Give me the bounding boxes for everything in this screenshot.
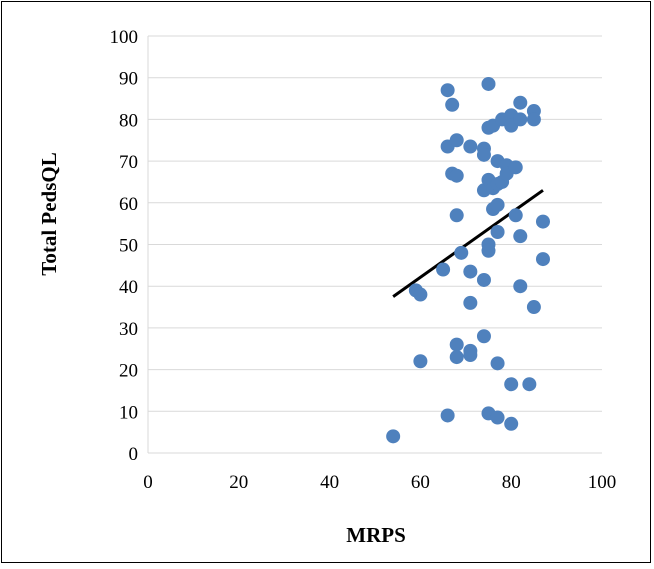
data-point-20 [463,348,478,363]
data-point-59 [535,214,550,229]
y-tick-label-10: 10 [119,402,138,423]
x-tick-labels: 0 20 40 60 80 100 [143,472,616,493]
data-point-13 [449,337,464,352]
data-point-4 [436,262,451,277]
data-point-5 [440,83,455,98]
y-tick-label-90: 90 [119,69,138,90]
x-tick-label-100: 100 [588,472,617,493]
x-tick-label-60: 60 [411,472,430,493]
y-tick-label-0: 0 [129,444,139,465]
data-point-18 [463,295,478,310]
data-point-26 [481,76,496,91]
data-point-49 [508,160,523,175]
data-point-11 [449,168,464,183]
data-point-24 [476,272,491,287]
data-point-0 [386,429,401,444]
data-point-39 [490,410,505,425]
data-point-38 [490,356,505,371]
x-tick-label-20: 20 [229,472,248,493]
data-point-3 [413,354,428,369]
gridlines [148,35,602,412]
trendline [392,189,544,298]
y-tick-label-30: 30 [119,319,138,340]
x-tick-label-80: 80 [502,472,521,493]
y-tick-label-100: 100 [110,27,139,48]
data-point-22 [476,147,491,162]
y-axis-title: Total PedsQL [37,152,61,276]
x-tick-label-0: 0 [143,472,153,493]
data-point-14 [449,350,464,365]
data-point-54 [513,279,528,294]
data-point-51 [513,95,528,110]
data-point-30 [481,243,496,258]
data-point-15 [454,245,469,260]
data-point-50 [508,208,523,223]
data-point-47 [504,377,519,392]
y-tick-label-50: 50 [119,236,138,257]
data-point-60 [535,252,550,267]
y-tick-labels: 0 10 20 30 40 50 60 70 80 90 100 [110,27,139,465]
data-point-12 [449,208,464,223]
y-tick-label-70: 70 [119,152,138,173]
axes [147,36,602,454]
data-point-25 [476,329,491,344]
data-point-58 [526,300,541,315]
data-point-16 [463,139,478,154]
y-tick-label-60: 60 [119,194,138,215]
data-point-2 [413,287,428,302]
data-point-53 [513,229,528,244]
y-tick-label-20: 20 [119,361,138,382]
data-point-36 [490,197,505,212]
data-point-7 [440,408,455,423]
x-axis-title: MRPS [346,523,406,547]
data-points [386,76,550,444]
data-point-10 [449,133,464,148]
data-point-57 [526,112,541,127]
data-point-52 [513,112,528,127]
trendline-group [392,189,544,298]
x-tick-label-40: 40 [320,472,339,493]
data-point-48 [504,416,519,431]
data-point-8 [445,97,460,112]
data-point-55 [522,377,537,392]
y-tick-label-40: 40 [119,277,138,298]
data-point-37 [490,224,505,239]
data-point-17 [463,264,478,279]
y-tick-label-80: 80 [119,110,138,131]
